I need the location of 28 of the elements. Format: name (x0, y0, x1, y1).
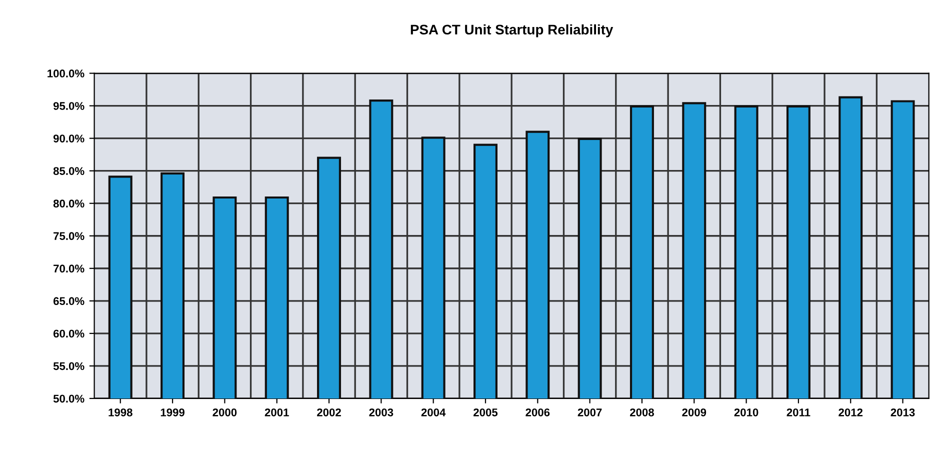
x-tick-label: 2010 (734, 408, 758, 416)
x-tick-label: 2004 (421, 408, 446, 416)
y-tick-label: 65.0% (53, 297, 84, 306)
x-tick-label: 1999 (160, 408, 184, 416)
y-tick-label: 80.0% (53, 200, 84, 208)
y-tick-label: 95.0% (53, 102, 84, 110)
x-tick-label: 2006 (526, 408, 550, 416)
y-tick-label: 60.0% (53, 330, 84, 338)
x-tick-label: 2005 (474, 408, 498, 416)
x-tick-label: 2009 (682, 408, 706, 416)
y-tick-label: 50.0% (53, 394, 84, 403)
x-tick-label: 2000 (212, 408, 237, 416)
y-tick-label: 75.0% (54, 232, 84, 240)
chart-title: PSA CT Unit Startup Reliability (410, 24, 614, 38)
x-tick-label: 2001 (264, 408, 289, 416)
x-tick-label: 2013 (890, 408, 915, 416)
y-tick-label: 70.0% (54, 264, 84, 273)
x-tick-label: 2008 (630, 408, 654, 416)
x-tick-label: 2007 (578, 408, 602, 416)
x-tick-label: 2003 (369, 408, 394, 416)
x-tick-label: 1998 (108, 408, 132, 416)
x-tick-label: 2002 (317, 408, 341, 416)
y-tick-label: 100.0% (48, 70, 84, 78)
y-tick-label: 55.0% (53, 362, 84, 370)
x-tick-label: 2012 (838, 408, 863, 416)
x-tick-label: 2011 (786, 408, 810, 416)
y-tick-label: 90.0% (53, 134, 84, 142)
y-tick-label: 85.0% (53, 167, 84, 175)
